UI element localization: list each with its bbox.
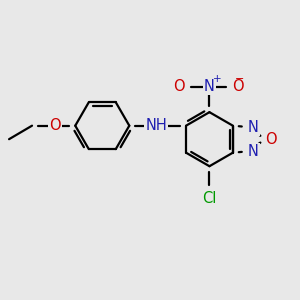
Text: NH: NH (146, 118, 167, 133)
Text: O: O (232, 79, 244, 94)
Text: O: O (173, 79, 185, 94)
Text: N: N (248, 119, 259, 134)
Text: +: + (213, 74, 221, 84)
Text: −: − (235, 74, 245, 84)
Text: N: N (248, 144, 259, 159)
Text: O: O (49, 118, 61, 133)
Text: N: N (204, 79, 215, 94)
Text: Cl: Cl (202, 190, 217, 206)
Text: O: O (265, 132, 277, 147)
